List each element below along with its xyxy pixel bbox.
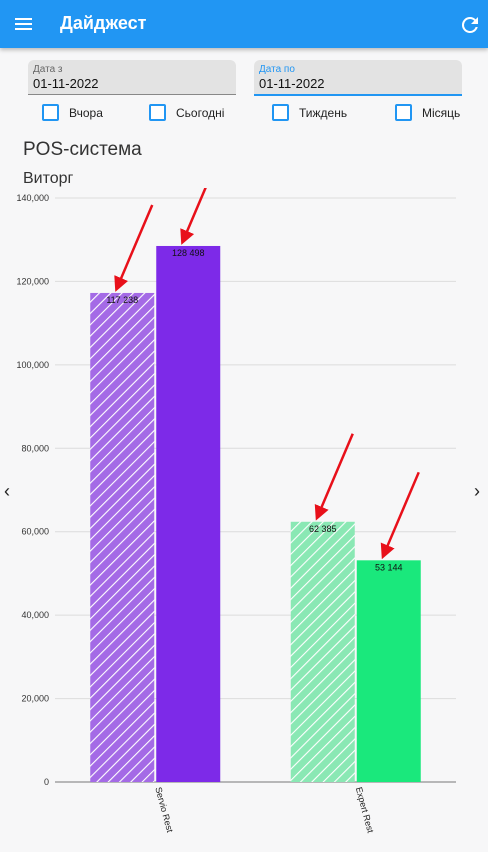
annotation-arrow [314, 433, 354, 521]
bar-data-label: 53 144 [375, 562, 403, 572]
bar [156, 245, 221, 783]
chart-title: Виторг [23, 170, 74, 187]
y-tick-label: 80,000 [21, 443, 49, 453]
bar-data-label: 62 385 [309, 524, 337, 534]
checkbox-label: Місяць [422, 106, 461, 120]
date-from-value: 01-11-2022 [33, 76, 99, 91]
date-to-value: 01-11-2022 [259, 76, 325, 91]
bar [90, 292, 155, 782]
checkbox-label: Вчора [69, 106, 103, 120]
checkbox-box[interactable] [42, 104, 59, 121]
refresh-icon[interactable] [458, 13, 482, 37]
y-tick-label: 20,000 [21, 694, 49, 704]
annotation-arrow [380, 471, 420, 560]
date-from-field[interactable]: Дата з 01-11-2022 [28, 60, 236, 95]
app-title: Дайджест [60, 13, 147, 33]
annotation-arrow [114, 204, 154, 292]
hamburger-menu-icon[interactable] [14, 14, 34, 34]
y-tick-label: 120,000 [16, 276, 49, 286]
x-tick-label: Expert Rest [354, 786, 376, 834]
checkbox-label: Тиждень [299, 106, 348, 120]
checkbox-box[interactable] [395, 104, 412, 121]
date-to-field[interactable]: Дата по 01-11-2022 [254, 60, 462, 96]
checkbox-box[interactable] [149, 104, 166, 121]
app-bar: Дайджест [0, 0, 488, 48]
x-tick-label: Servio Rest [153, 786, 175, 834]
y-tick-label: 40,000 [21, 610, 49, 620]
y-tick-label: 140,000 [16, 193, 49, 203]
annotation-arrow [180, 188, 207, 245]
date-to-label: Дата по [259, 64, 295, 75]
checkbox-box[interactable] [272, 104, 289, 121]
y-tick-label: 100,000 [16, 360, 49, 370]
revenue-bar-chart: 0 20,000 40,000 60,000 80,000 100,000 120,000 1… [16, 188, 456, 834]
bar [290, 521, 355, 782]
bar-data-label: 117 238 [106, 295, 138, 305]
bar [356, 560, 421, 782]
checkbox-label: Сьогодні [176, 106, 225, 120]
date-from-label: Дата з [33, 64, 63, 75]
section-title: POS-система [23, 139, 142, 160]
bar-data-label: 128 498 [172, 248, 205, 258]
y-tick-label: 60,000 [21, 527, 49, 537]
y-tick-label: 0 [44, 777, 49, 787]
chevron-left-icon[interactable]: ‹ [4, 481, 10, 501]
chevron-right-icon[interactable]: › [474, 481, 480, 501]
